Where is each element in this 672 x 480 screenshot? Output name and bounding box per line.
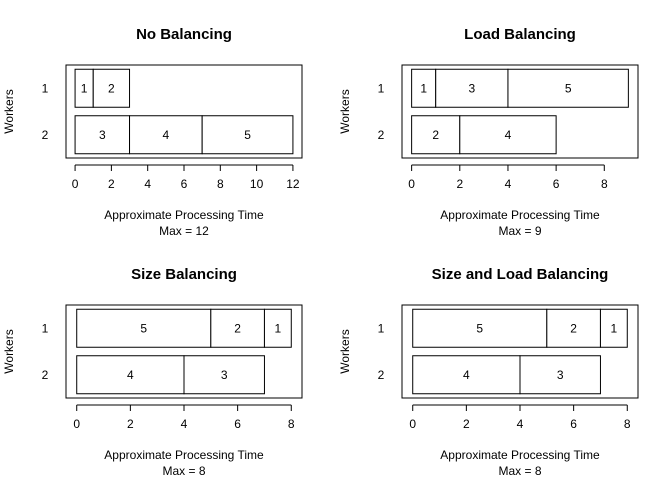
bar-segment <box>183 355 265 395</box>
x-tick-label: 6 <box>570 417 577 431</box>
chart-title: No Balancing <box>136 26 232 43</box>
chart-title: Load Balancing <box>464 26 576 43</box>
bar-segment <box>546 308 601 348</box>
bar-segment <box>412 355 521 395</box>
x-tick-label: 0 <box>72 177 79 191</box>
x-axis-label: Approximate Processing Time <box>104 208 264 222</box>
x-tick-label: 2 <box>127 417 134 431</box>
bar-segment <box>519 355 601 395</box>
x-tick-label: 6 <box>181 177 188 191</box>
segment-label: 5 <box>244 128 251 142</box>
max-annotation: Max = 9 <box>498 224 541 238</box>
x-axis-label: Approximate Processing Time <box>104 448 264 462</box>
segment-label: 1 <box>611 321 618 335</box>
bar-segment <box>411 68 437 108</box>
worker-label: 2 <box>378 128 385 142</box>
max-annotation: Max = 8 <box>162 464 205 478</box>
x-tick-label: 8 <box>624 417 631 431</box>
segment-label: 4 <box>127 368 134 382</box>
segment-label: 3 <box>468 81 475 95</box>
max-annotation: Max = 8 <box>498 464 541 478</box>
x-tick-label: 6 <box>234 417 241 431</box>
max-annotation: Max = 12 <box>159 224 209 238</box>
x-tick-label: 4 <box>517 417 524 431</box>
x-tick-label: 4 <box>181 417 188 431</box>
bar-segment <box>201 115 294 155</box>
bar-segment <box>74 115 131 155</box>
segment-label: 5 <box>140 321 147 335</box>
x-axis-label: Approximate Processing Time <box>440 208 600 222</box>
bar-segment <box>210 308 265 348</box>
segment-label: 3 <box>99 128 106 142</box>
segment-label: 1 <box>275 321 282 335</box>
x-tick-label: 4 <box>505 177 512 191</box>
x-tick-label: 2 <box>456 177 463 191</box>
x-tick-label: 0 <box>409 417 416 431</box>
y-axis-label: Workers <box>338 329 352 373</box>
chart-panel-4: Size and Load Balancing Workers 1 5 2 1 2 4 3 0 2 4… <box>338 266 639 478</box>
bar-segment <box>459 115 557 155</box>
plot-frame <box>65 304 303 399</box>
x-tick-label: 0 <box>73 417 80 431</box>
chart-panel-3: Size Balancing Workers 1 5 2 1 2 4 3 0 2 4 6 8 Approxi… <box>2 266 303 478</box>
bar-segment <box>412 308 548 348</box>
worker-label: 1 <box>42 321 49 335</box>
worker-label: 2 <box>42 128 49 142</box>
segment-label: 2 <box>108 81 115 95</box>
x-tick-label: 10 <box>250 177 264 191</box>
plot-frame <box>401 304 639 399</box>
segment-label: 5 <box>476 321 483 335</box>
bar-segment <box>507 68 629 108</box>
worker-label: 1 <box>42 81 49 95</box>
worker-label: 2 <box>42 368 49 382</box>
x-tick-label: 8 <box>601 177 608 191</box>
x-tick-label: 2 <box>108 177 115 191</box>
x-tick-label: 6 <box>553 177 560 191</box>
bar-segment <box>76 308 212 348</box>
segment-label: 4 <box>463 368 470 382</box>
bar-segment <box>263 308 292 348</box>
x-tick-label: 8 <box>217 177 224 191</box>
segment-label: 2 <box>432 128 439 142</box>
segment-label: 3 <box>221 368 228 382</box>
segment-label: 2 <box>234 321 241 335</box>
segment-label: 3 <box>557 368 564 382</box>
segment-label: 2 <box>570 321 577 335</box>
chart-title: Size and Load Balancing <box>432 266 609 283</box>
x-tick-label: 12 <box>286 177 300 191</box>
plot-frame <box>65 64 303 159</box>
x-tick-label: 4 <box>144 177 151 191</box>
segment-label: 1 <box>81 81 88 95</box>
x-tick-label: 8 <box>288 417 295 431</box>
segment-label: 1 <box>420 81 427 95</box>
chart-title: Size Balancing <box>131 266 237 283</box>
bar-segment <box>92 68 131 108</box>
worker-label: 1 <box>378 321 385 335</box>
chart-panel-2: Load Balancing Workers 1 1 3 5 2 2 4 0 2 4 6 8 Approxi… <box>338 26 639 238</box>
worker-label: 1 <box>378 81 385 95</box>
x-tick-label: 0 <box>408 177 415 191</box>
segment-label: 4 <box>163 128 170 142</box>
segment-label: 4 <box>505 128 512 142</box>
y-axis-label: Workers <box>2 89 16 133</box>
x-tick-label: 2 <box>463 417 470 431</box>
worker-label: 2 <box>378 368 385 382</box>
bar-segment <box>599 308 628 348</box>
x-axis-label: Approximate Processing Time <box>440 448 600 462</box>
y-axis-label: Workers <box>2 329 16 373</box>
y-axis-label: Workers <box>338 89 352 133</box>
segment-label: 5 <box>565 81 572 95</box>
bar-segment <box>76 355 185 395</box>
plot-frame <box>401 64 639 159</box>
